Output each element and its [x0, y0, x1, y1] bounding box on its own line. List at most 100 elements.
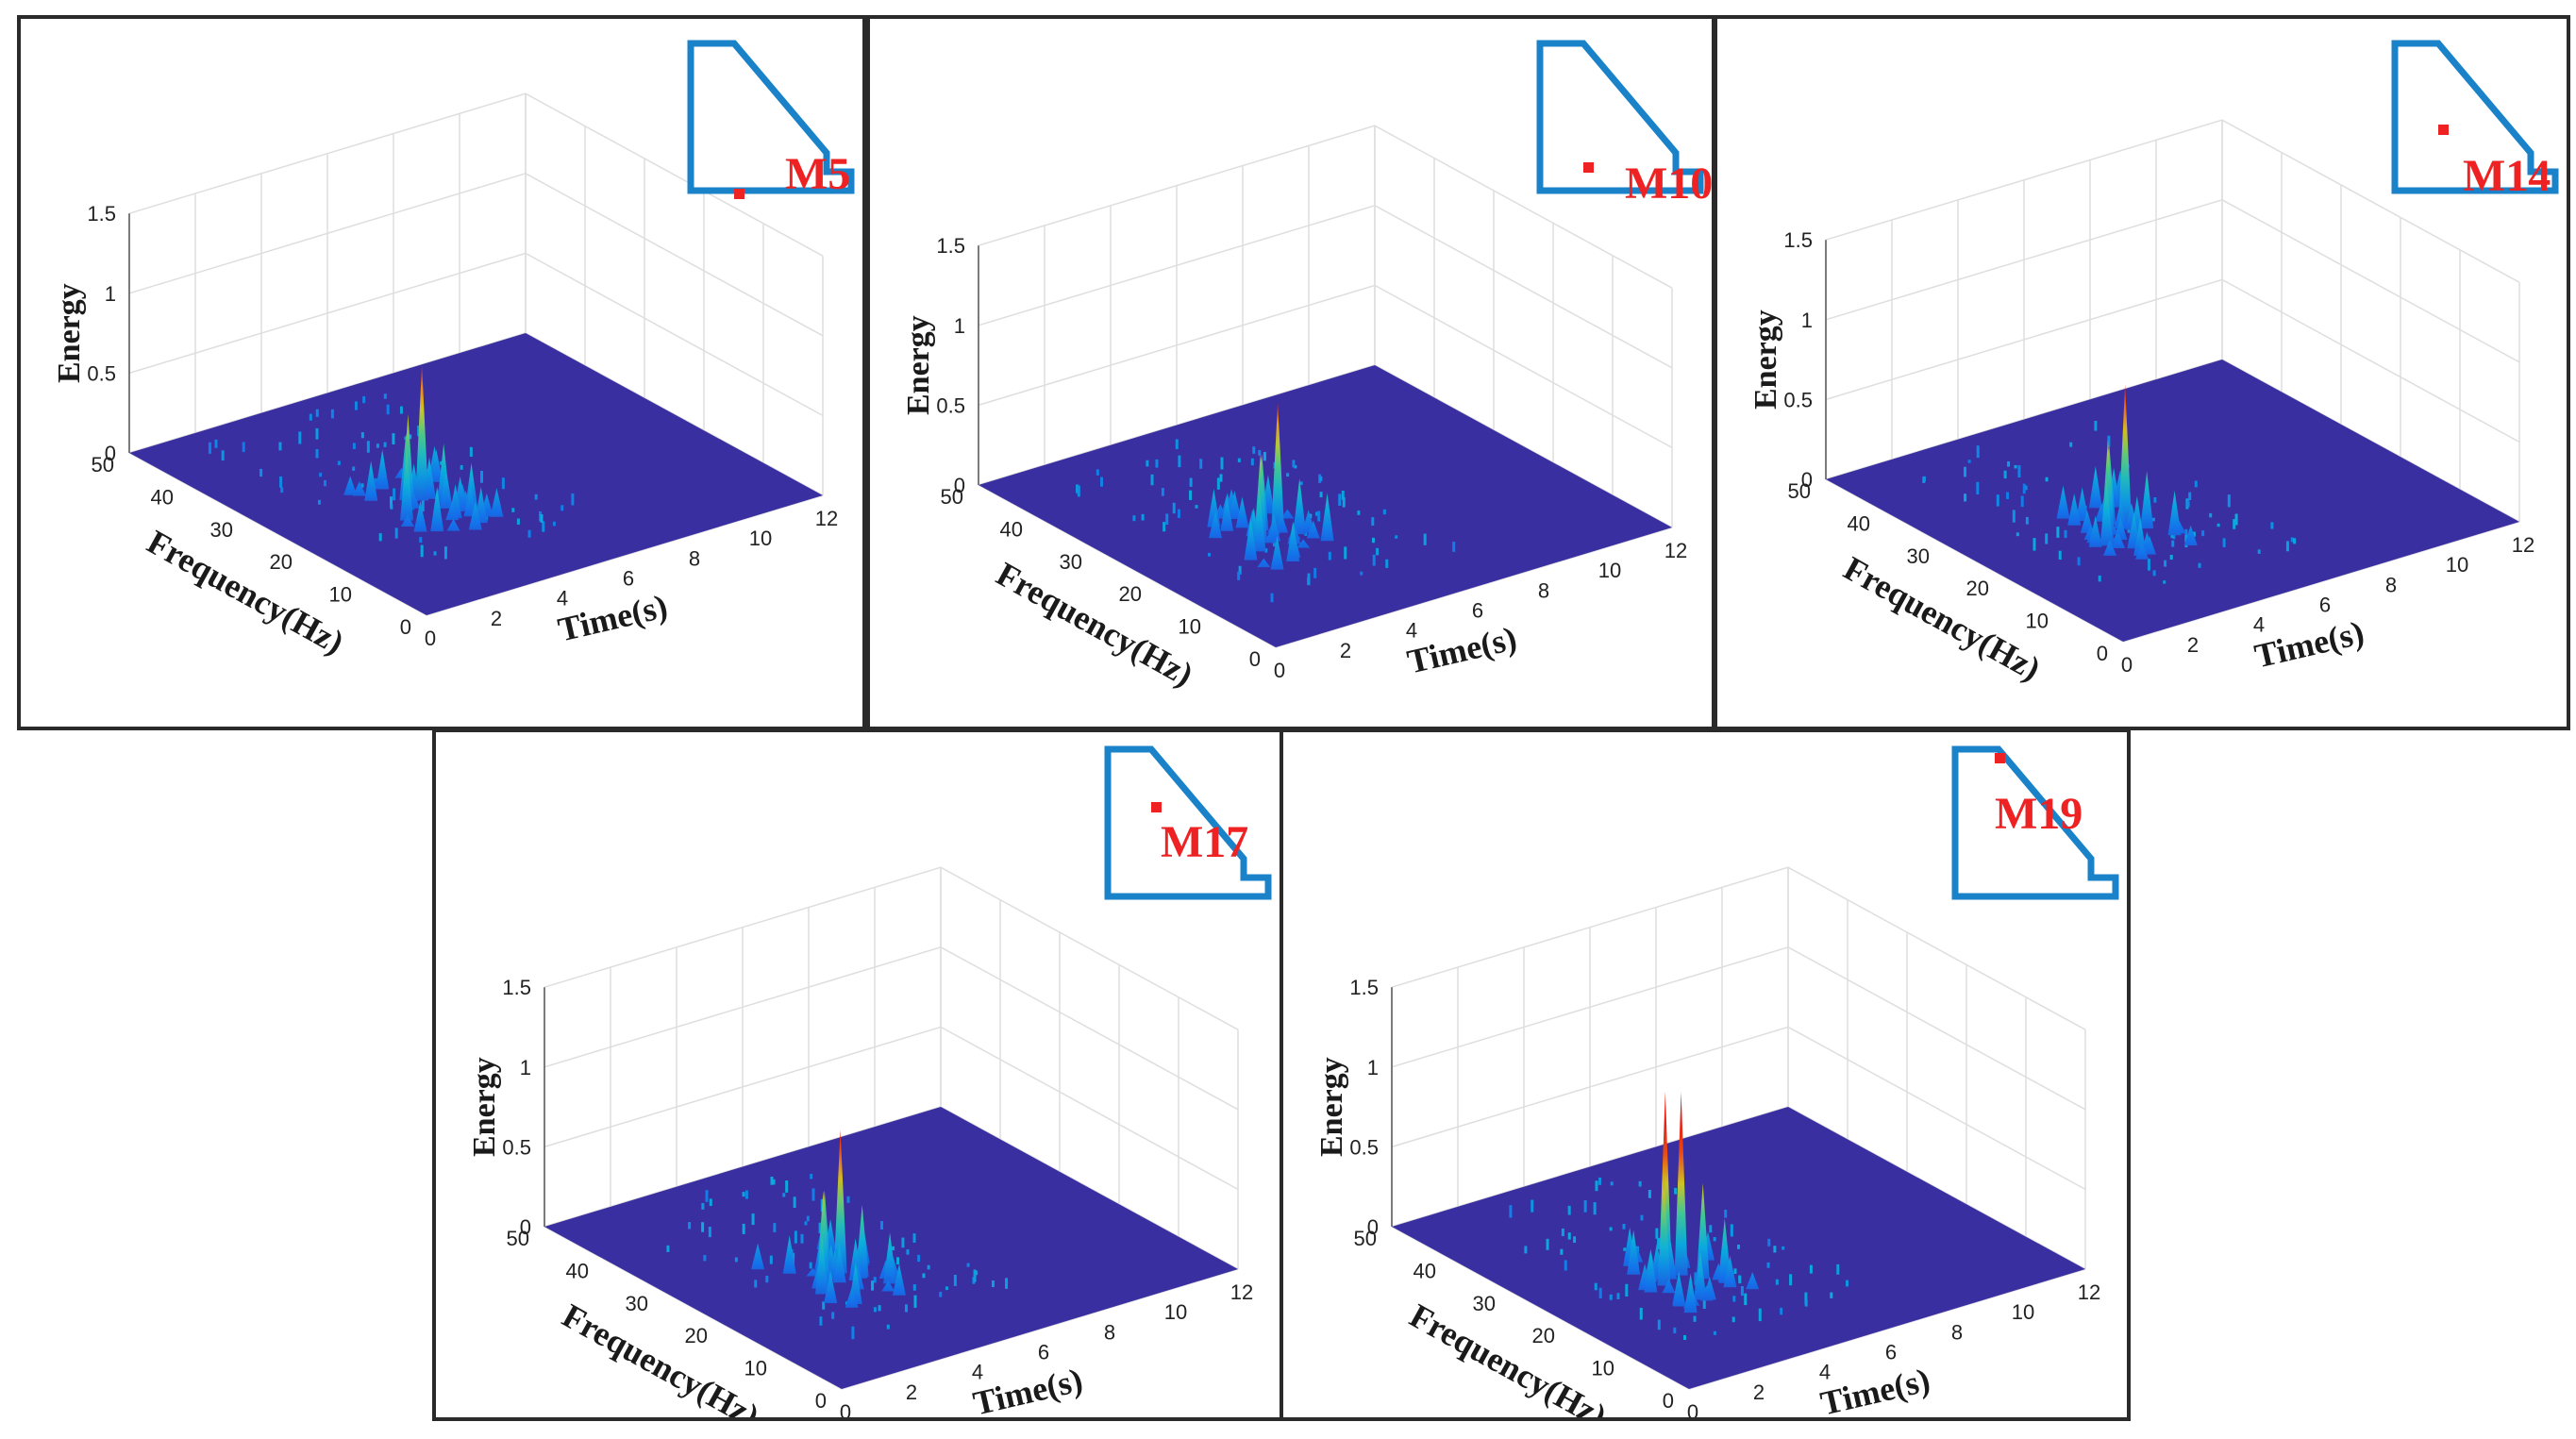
frequency-tick-label: 50: [941, 485, 963, 509]
frequency-tick-label: 10: [2026, 610, 2049, 633]
frequency-tick-label: 50: [507, 1227, 529, 1250]
energy-axis-label: Energy: [901, 315, 936, 415]
ripple-spike: [892, 1263, 906, 1296]
frequency-tick-label: 30: [626, 1292, 648, 1315]
ripple-spike: [352, 481, 366, 496]
sensor-marker: [1583, 162, 1594, 173]
z-tick-label: 1.5: [87, 202, 116, 226]
ripple-spike: [429, 449, 443, 482]
energy-peak: [2140, 471, 2154, 529]
z-tick-label: 0: [1801, 468, 1813, 492]
ripple-spike: [824, 1270, 838, 1303]
z-tick-label: 0.5: [1783, 388, 1813, 411]
dam-section-outline: [2391, 40, 2559, 194]
ripple-spike: [1257, 558, 1271, 568]
ripple-spike: [445, 500, 460, 521]
ripple-spike: [2114, 516, 2128, 540]
frequency-tick-label: 50: [1788, 479, 1811, 503]
ripple-spike: [1270, 535, 1284, 570]
time-axis-label: Time(s): [2251, 613, 2367, 675]
ripple-spike: [881, 1280, 895, 1292]
ripple-spike: [1306, 520, 1320, 539]
dam-section-outline: [687, 40, 855, 194]
frequency-tick-label: 40: [1848, 511, 1870, 535]
ripple-spike: [2142, 535, 2156, 555]
ripple-spike: [2112, 532, 2126, 549]
energy-peaks: [1207, 403, 1334, 570]
sensor-location-inset: M5: [687, 40, 855, 199]
surface-floor: [979, 365, 1672, 647]
time-tick-label: 12: [2078, 1280, 2100, 1304]
time-tick-label: 10: [2012, 1300, 2034, 1324]
time-tick-label: 6: [1472, 599, 1483, 623]
sensor-marker: [1151, 802, 1162, 812]
sensor-marker: [1995, 753, 2005, 763]
energy-peak: [468, 501, 482, 530]
energy-peak: [1693, 1251, 1707, 1300]
time-tick-label: 2: [491, 607, 502, 630]
z-tick-label: 1: [1801, 309, 1813, 332]
energy-peak: [1657, 1174, 1671, 1286]
energy-peak: [1252, 487, 1266, 552]
ripple-spike: [1263, 533, 1277, 544]
time-tick-label: 4: [1819, 1361, 1831, 1384]
frequency-tick-label: 10: [1179, 615, 1201, 639]
time-tick-label: 12: [1664, 539, 1687, 562]
time-tick-label: 6: [1885, 1341, 1897, 1364]
frequency-tick-label: 30: [1907, 544, 1930, 568]
spectrum-panel-m17: 0 0.5 1 1.5 0 10 20 30 40 50 0 2 4 6 8 10 12 Energy Freque…: [432, 728, 1283, 1421]
frequency-tick-label: 0: [815, 1389, 827, 1413]
surface-floor: [129, 333, 823, 615]
surface-plot: 00.511.501020304050024681012EnergyFreque…: [467, 745, 1272, 1417]
dam-section-outline: [1104, 745, 1272, 900]
energy-peak: [415, 364, 429, 501]
ripple-spike: [832, 1244, 846, 1283]
z-tick-label: 1.5: [1783, 228, 1813, 252]
time-axis-label: Time(s): [970, 1361, 1086, 1417]
energy-axis-label: Energy: [1748, 310, 1783, 410]
ripple-spike: [376, 449, 390, 490]
frequency-tick-label: 40: [151, 485, 174, 509]
time-tick-label: 0: [840, 1400, 851, 1417]
frequency-tick-label: 30: [1060, 550, 1082, 574]
ripple-spike: [1723, 1255, 1737, 1288]
z-tick-label: 0.5: [502, 1135, 531, 1159]
z-tick-label: 1: [954, 314, 965, 338]
ripple-spike: [413, 500, 427, 532]
spectrum-panel-m14: 0 0.5 1 1.5 0 10 20 30 40 50 0 2 4 6 8 10 12 Energy Freque…: [1714, 15, 2570, 730]
frequency-tick-label: 50: [92, 453, 114, 477]
z-tick-label: 1: [105, 282, 116, 306]
time-axis-label: Time(s): [1817, 1361, 1933, 1417]
z-tick-label: 1.5: [936, 234, 965, 258]
time-tick-label: 4: [1406, 619, 1417, 643]
sensor-label: M19: [1995, 789, 2083, 839]
frequency-tick-label: 50: [1354, 1227, 1377, 1250]
energy-peak: [815, 1233, 828, 1295]
ripple-spike: [2088, 466, 2102, 509]
time-tick-label: 8: [1104, 1320, 1115, 1344]
surface-plot: 00.511.501020304050024681012EnergyFreque…: [1748, 40, 2559, 688]
ripple-spike: [1662, 1279, 1676, 1294]
time-tick-label: 10: [1164, 1300, 1187, 1324]
energy-peaks: [1623, 1091, 1760, 1314]
surface-floor: [1826, 360, 2519, 642]
z-tick-label: 0: [520, 1215, 531, 1239]
frequency-tick-label: 40: [1413, 1259, 1436, 1282]
time-tick-label: 12: [815, 507, 838, 530]
energy-peak: [2099, 478, 2114, 546]
sensor-marker: [734, 189, 744, 199]
ripple-spike: [1672, 1286, 1686, 1307]
ripple-spike: [1244, 517, 1258, 561]
ripple-spike: [2103, 539, 2117, 556]
frequency-tick-label: 20: [685, 1324, 708, 1347]
ripple-spike: [439, 469, 453, 509]
frequency-tick-label: 20: [270, 550, 293, 574]
frequency-tick-label: 0: [1249, 647, 1261, 671]
time-tick-label: 8: [1538, 578, 1549, 602]
sensor-marker: [2438, 125, 2449, 135]
energy-peak: [2067, 493, 2082, 526]
z-tick-label: 0: [1367, 1215, 1379, 1239]
time-axis-label: Time(s): [555, 587, 671, 648]
time-tick-label: 0: [2121, 653, 2133, 677]
z-tick-label: 0.5: [1349, 1135, 1379, 1159]
